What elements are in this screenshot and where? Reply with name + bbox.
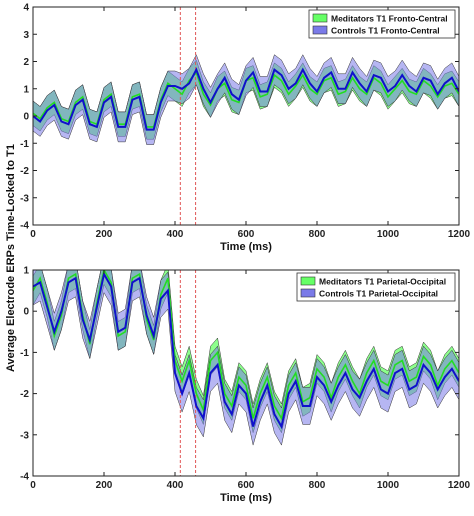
y-tick-label: -3 xyxy=(20,430,29,441)
series-line-controls xyxy=(33,271,459,430)
x-tick-label: 1200 xyxy=(448,229,471,240)
legend-swatch-controls xyxy=(312,25,328,35)
y-tick-label: 0 xyxy=(23,307,29,318)
y-tick-label: -1 xyxy=(20,348,29,359)
shared-y-axis-label: Average Electrode ERPs Time-Locked to T1 xyxy=(5,144,17,372)
x-tick-label: 1200 xyxy=(448,480,471,491)
x-tick-label: 600 xyxy=(238,229,255,240)
y-tick-label: -3 xyxy=(20,193,29,204)
y-tick-label: 1 xyxy=(23,84,29,95)
legend: Meditators T1 Parietal-Occipital Controls… xyxy=(296,272,456,302)
legend-box xyxy=(296,272,456,302)
legend-swatch-controls xyxy=(300,288,316,298)
x-tick-label: 200 xyxy=(96,229,113,240)
legend-swatch-meditators xyxy=(312,13,328,23)
y-tick-label: 2 xyxy=(23,57,29,68)
y-tick-label: -2 xyxy=(20,166,29,177)
y-tick-label: 4 xyxy=(23,3,29,14)
legend-label-controls: Controls T1 Fronto-Central xyxy=(331,26,440,36)
x-tick-label: 800 xyxy=(309,229,326,240)
y-tick-label: 1 xyxy=(23,266,29,277)
x-tick-label: 0 xyxy=(30,480,36,491)
y-tick-label: -4 xyxy=(20,221,29,232)
legend-label-meditators: Meditators T1 Parietal-Occipital xyxy=(319,277,446,287)
legend: Meditators T1 Fronto-Central Controls T1 … xyxy=(308,9,456,39)
chart-panel-bottom: -4 -3 -2 -1 0 1 0 200 400 600 800 1000 1200 Time (ms)… xyxy=(20,266,471,505)
y-tick-label: -1 xyxy=(20,139,29,150)
legend-box xyxy=(308,9,456,39)
legend-label-meditators: Meditators T1 Fronto-Central xyxy=(331,14,448,24)
x-tick-label: 600 xyxy=(238,480,255,491)
x-tick-label: 400 xyxy=(167,229,184,240)
chart-panel-top: -4 -3 -2 -1 0 1 2 3 4 0 200 400 600 800 1000 1200 Time (… xyxy=(20,3,470,254)
x-tick-label: 1000 xyxy=(377,229,400,240)
x-tick-label: 1000 xyxy=(377,480,400,491)
x-tick-label: 0 xyxy=(30,229,36,240)
x-axis-label: Time (ms) xyxy=(220,241,272,253)
x-tick-label: 200 xyxy=(96,480,113,491)
x-tick-label: 400 xyxy=(167,480,184,491)
x-axis-label: Time (ms) xyxy=(220,492,272,504)
y-tick-label: -4 xyxy=(20,472,29,483)
y-tick-label: 3 xyxy=(23,30,29,41)
y-tick-label: -2 xyxy=(20,389,29,400)
series-band-controls xyxy=(33,270,459,446)
series-line-meditators xyxy=(33,270,459,421)
x-tick-label: 800 xyxy=(309,480,326,491)
series-line-controls xyxy=(33,67,459,131)
y-tick-label: 0 xyxy=(23,112,29,123)
legend-label-controls: Controls T1 Parietal-Occipital xyxy=(319,289,438,299)
legend-swatch-meditators xyxy=(300,276,316,286)
